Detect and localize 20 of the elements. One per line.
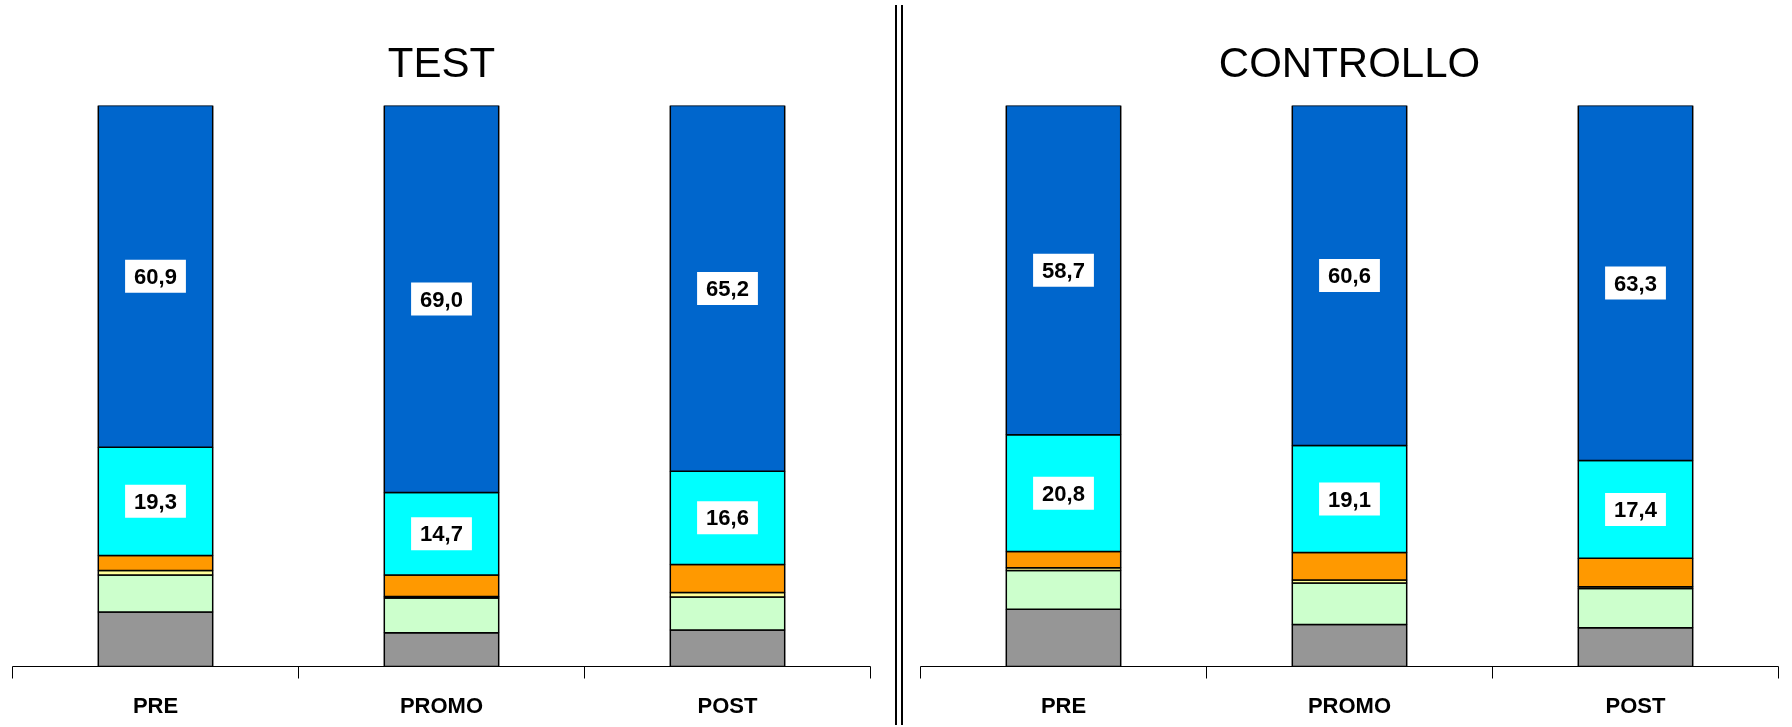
- x-tick-label: PRE: [1040, 692, 1087, 718]
- data-label: 65,2: [706, 275, 749, 301]
- chart-title: TEST: [387, 38, 496, 86]
- data-label: 69,0: [420, 286, 463, 312]
- x-tick-label: PROMO: [1307, 692, 1392, 718]
- x-tick-label: POST: [1605, 692, 1667, 718]
- x-tick-label: PROMO: [399, 692, 484, 718]
- data-label: 19,1: [1328, 486, 1371, 512]
- data-label: 19,3: [134, 488, 177, 514]
- data-label: 17,4: [1614, 496, 1658, 522]
- data-label: 14,7: [420, 521, 463, 547]
- x-tick-label: POST: [697, 692, 759, 718]
- data-label: 20,8: [1042, 480, 1085, 506]
- data-label: 60,9: [134, 263, 177, 289]
- x-tick-label: PRE: [132, 692, 179, 718]
- data-label: 58,7: [1042, 257, 1085, 283]
- data-label: 60,6: [1328, 262, 1371, 288]
- data-label: 63,3: [1614, 270, 1657, 296]
- data-label: 16,6: [706, 505, 749, 531]
- chart-title: CONTROLLO: [1218, 38, 1481, 86]
